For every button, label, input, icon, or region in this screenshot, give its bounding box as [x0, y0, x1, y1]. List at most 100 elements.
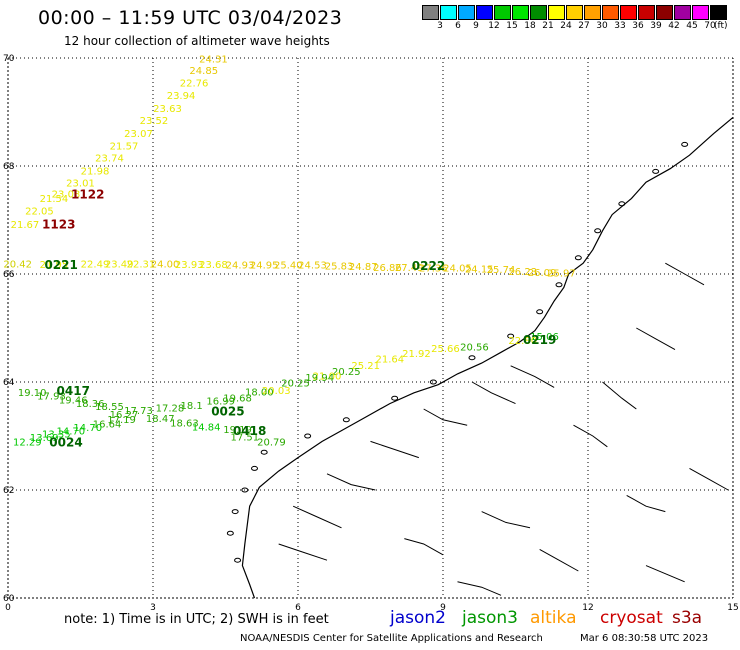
inland-water-outline — [423, 408, 468, 426]
swh-value-label: 24.53 — [298, 261, 327, 272]
legend-altika: altika — [530, 608, 577, 628]
colorbar-label: 70 — [704, 21, 716, 31]
swh-value-label: 17.28 — [156, 404, 185, 415]
swh-value-label: 13.69 — [30, 433, 59, 444]
swh-value-label: 18.55 — [95, 402, 124, 413]
swh-value-label: 20.56 — [460, 343, 489, 354]
swh-value-label: 19.94 — [305, 373, 334, 384]
swh-value-label: 17.73 — [124, 406, 153, 417]
island-outline — [468, 355, 476, 361]
swh-value-label: 25.74 — [487, 265, 516, 276]
lat-tick-label: 60 — [3, 594, 15, 604]
colorbar-swatch — [440, 5, 457, 20]
island-outline — [304, 433, 312, 439]
legend-jason2: jason2 — [390, 608, 446, 628]
swh-value-label: 24.95 — [250, 261, 279, 272]
swh-value-label: 21.54 — [40, 194, 69, 205]
lat-tick-label: 62 — [3, 486, 14, 496]
inland-water-outline — [457, 581, 502, 596]
swh-value-label: 19.10 — [18, 388, 47, 399]
pass-time-label: 0024 — [49, 435, 82, 449]
pass-time-label: 0222 — [412, 259, 445, 273]
lat-tick-label: 70 — [3, 54, 15, 64]
swh-value-label: 26.23 — [508, 267, 537, 278]
colorbar-swatch — [638, 5, 655, 20]
swh-value-label: 25.40 — [274, 261, 303, 272]
swh-value-label: 19.68 — [223, 393, 252, 404]
island-outline — [226, 530, 234, 536]
inland-water-outline — [689, 467, 729, 491]
swh-value-label: 23.63 — [153, 104, 182, 115]
swh-value-label: 25.97 — [547, 269, 576, 280]
inland-water-outline — [278, 543, 328, 561]
colorbar-swatch — [512, 5, 529, 20]
swh-value-label: 24.85 — [189, 66, 218, 77]
swh-value-label: 18.1 — [181, 401, 203, 412]
swh-value-label: 14.84 — [192, 423, 221, 434]
colorbar-label: 15 — [506, 21, 518, 31]
lon-tick-label: 15 — [727, 603, 738, 613]
colorbar-swatch — [476, 5, 493, 20]
swh-value-label: 18.47 — [146, 414, 175, 425]
colorbar-label: 45 — [686, 21, 698, 31]
swh-value-label: 25.66 — [431, 344, 460, 355]
colorbar-swatch — [422, 5, 439, 20]
swh-value-label: 23.52 — [140, 116, 169, 127]
swh-value-label: 22.76 — [180, 79, 209, 90]
swh-value-label: 24.31 — [199, 54, 228, 65]
swh-value-label: 22.05 — [25, 207, 54, 218]
inland-water-outline — [404, 538, 444, 556]
credit-date: Mar 6 08:30:58 UTC 2023 — [580, 633, 709, 644]
swh-value-label: 18.63 — [170, 418, 199, 429]
lon-tick-label: 12 — [582, 603, 593, 613]
swh-value-label: 23.94 — [167, 91, 196, 102]
colorbar-label: 3 — [437, 21, 443, 31]
island-outline — [429, 379, 437, 385]
pass-time-label: 0219 — [523, 333, 556, 347]
colorbar-swatch — [584, 5, 601, 20]
island-outline — [342, 417, 350, 423]
swh-value-label: 23.03 — [52, 189, 81, 200]
swh-value-label: 24.00 — [151, 260, 180, 271]
inland-water-outline — [573, 424, 608, 448]
swh-value-label: 21.92 — [402, 349, 431, 360]
swh-value-label: 27.49 — [395, 263, 424, 274]
pass-time-label: 0221 — [44, 258, 77, 272]
inland-water-outline — [326, 473, 376, 491]
swh-value-label: 14.70 — [57, 426, 86, 437]
island-outline — [594, 228, 602, 234]
swh-value-label: 24.05 — [443, 263, 472, 274]
swh-value-label: 21.95 — [40, 260, 69, 271]
swh-value-label: 23.01 — [66, 179, 95, 190]
island-outline — [234, 557, 242, 563]
swh-value-label: 21.57 — [110, 141, 139, 152]
colorbar-swatch — [458, 5, 475, 20]
swh-value-label: 21.67 — [11, 220, 40, 231]
colorbar-label: 18 — [524, 21, 536, 31]
inland-water-outline — [292, 505, 342, 529]
swh-value-label: 19.19 — [223, 425, 252, 436]
swh-value-label: 27.36 — [419, 263, 448, 274]
colorbar-swatch — [548, 5, 565, 20]
swh-value-label: 17.51 — [231, 432, 260, 443]
colorbar-label: 39 — [650, 21, 662, 31]
lat-tick-label: 66 — [3, 270, 15, 280]
colorbar-swatch — [710, 5, 727, 20]
swh-value-label: 26.09 — [528, 268, 557, 279]
swh-value-label: 16.64 — [93, 419, 122, 430]
inland-water-outline — [510, 365, 555, 388]
lon-tick-label: 9 — [440, 603, 446, 613]
island-outline — [555, 282, 563, 288]
lon-tick-label: 3 — [150, 603, 156, 613]
inland-water-outline — [370, 440, 419, 459]
island-outline — [681, 141, 689, 147]
pass-time-label: 0025 — [211, 404, 244, 418]
island-outline — [241, 487, 249, 493]
colorbar-label: 12 — [488, 21, 500, 31]
island-outline — [391, 395, 399, 401]
colorbar-label: 33 — [614, 21, 626, 31]
map-subtitle: 12 hour collection of altimeter wave hei… — [64, 34, 330, 48]
inland-water-outline — [471, 381, 516, 405]
